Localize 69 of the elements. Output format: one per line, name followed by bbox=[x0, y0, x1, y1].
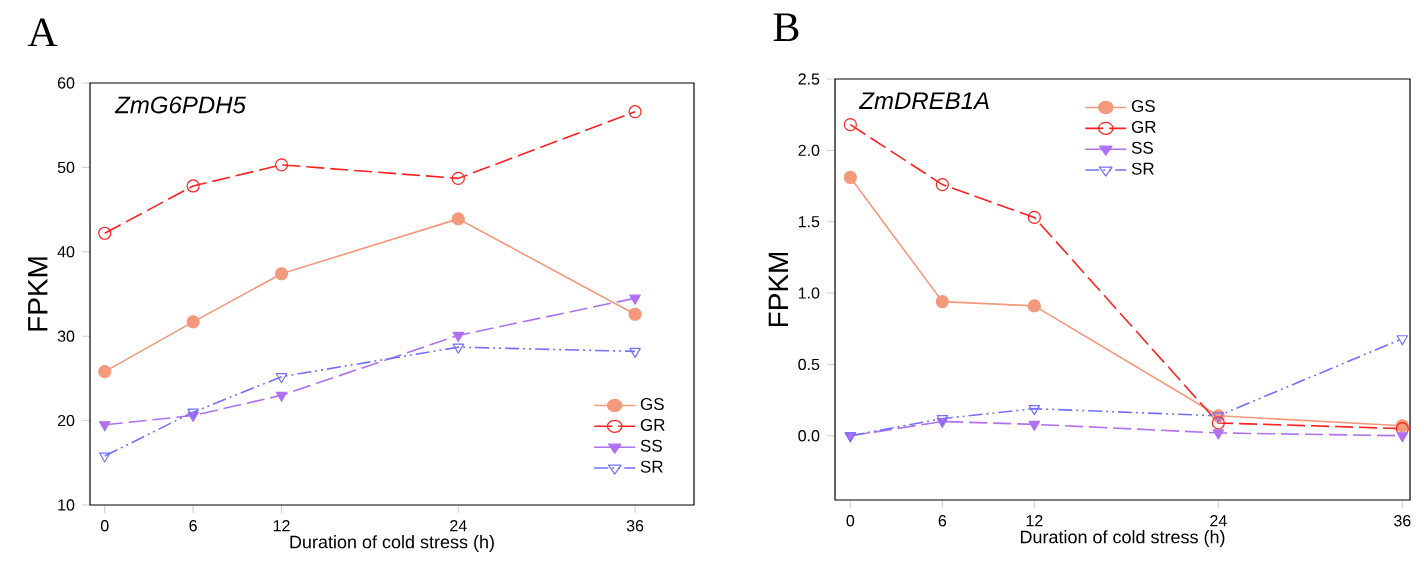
point bbox=[1211, 416, 1225, 430]
point bbox=[451, 212, 465, 226]
legend-label: SS bbox=[1131, 141, 1153, 154]
legend-label: SR bbox=[640, 460, 663, 473]
point bbox=[843, 170, 857, 185]
x-tick-label: 6 bbox=[189, 520, 197, 532]
x-tick-label: 0 bbox=[100, 520, 109, 532]
y-tick-label: 1.0 bbox=[798, 287, 820, 299]
y-tick-label: 20 bbox=[57, 414, 75, 427]
point bbox=[98, 421, 111, 432]
point bbox=[98, 226, 112, 240]
point bbox=[186, 179, 200, 193]
point bbox=[1028, 405, 1041, 416]
x-tick-label: 24 bbox=[1210, 515, 1227, 527]
point bbox=[452, 331, 465, 342]
point bbox=[451, 171, 465, 185]
point bbox=[843, 118, 857, 132]
y-tick-label: 40 bbox=[57, 246, 75, 258]
y-tick-label: 1.5 bbox=[798, 216, 820, 228]
y-tick-label: 2.0 bbox=[798, 144, 820, 157]
y-tick-label: 50 bbox=[57, 161, 75, 174]
point bbox=[1027, 210, 1041, 225]
chart-title: B bbox=[773, 13, 799, 42]
legend-label: SR bbox=[1131, 162, 1154, 175]
point bbox=[274, 158, 289, 172]
point bbox=[186, 315, 200, 329]
y-tick-label: 0.0 bbox=[798, 430, 820, 442]
chart-subtitle: ZmG6PDH5 bbox=[114, 96, 246, 114]
y-tick-label: 0.5 bbox=[798, 358, 820, 371]
point bbox=[98, 365, 112, 379]
point bbox=[452, 343, 465, 354]
point bbox=[98, 452, 111, 463]
point bbox=[275, 373, 288, 384]
x-axis-title: Duration of cold stress (h) bbox=[290, 535, 494, 552]
legend-label: GS bbox=[1131, 100, 1155, 113]
x-tick-label: 6 bbox=[938, 515, 947, 527]
chart-title: A bbox=[27, 18, 58, 47]
point bbox=[1028, 420, 1041, 431]
legend-label: SS bbox=[640, 439, 662, 452]
point bbox=[1396, 335, 1409, 346]
y-axis-title: FPKM bbox=[768, 252, 788, 327]
y-tick-label: 10 bbox=[58, 499, 75, 511]
point bbox=[628, 105, 642, 119]
legend-label: GR bbox=[640, 418, 665, 431]
x-axis-title: Duration of cold stress (h) bbox=[1020, 530, 1225, 547]
point bbox=[187, 408, 199, 419]
point bbox=[629, 347, 641, 358]
y-tick-label: 2.5 bbox=[798, 73, 820, 85]
point bbox=[935, 178, 949, 192]
chart-subtitle: ZmDREB1A bbox=[858, 92, 989, 109]
legend-label: GS bbox=[640, 398, 664, 411]
y-tick-label: 60 bbox=[57, 77, 75, 89]
x-tick-label: 12 bbox=[1026, 515, 1043, 527]
point bbox=[1212, 429, 1225, 440]
point bbox=[1396, 432, 1409, 443]
y-tick-label: 30 bbox=[57, 330, 75, 342]
point bbox=[629, 294, 641, 305]
point bbox=[274, 267, 289, 281]
x-tick-label: 36 bbox=[1394, 515, 1411, 527]
point bbox=[628, 307, 642, 321]
point bbox=[1027, 299, 1041, 313]
y-axis-title: FPKM bbox=[28, 257, 48, 331]
x-tick-label: 0 bbox=[846, 515, 855, 527]
point bbox=[935, 295, 949, 309]
point bbox=[275, 391, 288, 402]
x-tick-label: 24 bbox=[450, 520, 467, 532]
legend-label: GR bbox=[1131, 120, 1156, 133]
x-tick-label: 36 bbox=[626, 520, 644, 532]
x-tick-label: 12 bbox=[273, 520, 290, 532]
